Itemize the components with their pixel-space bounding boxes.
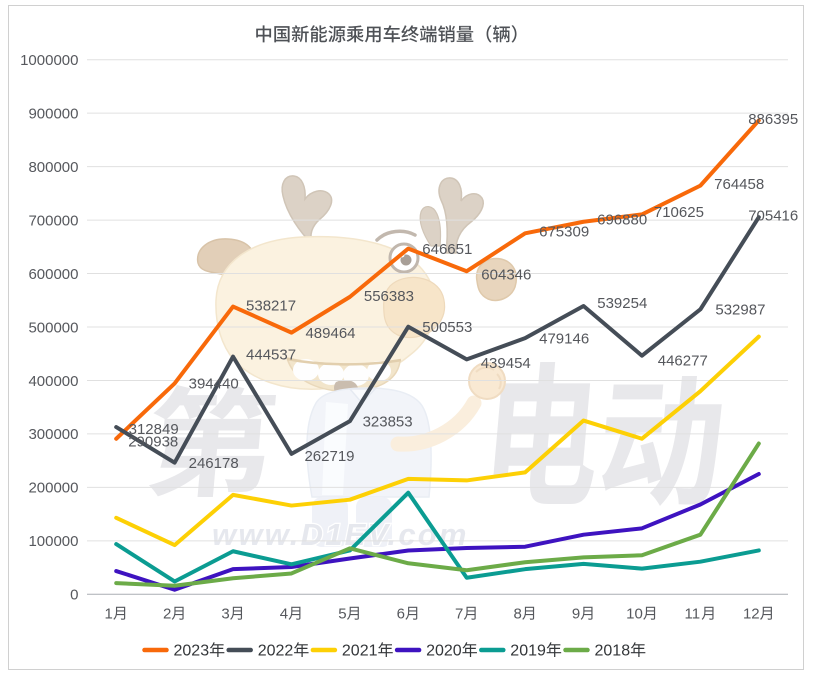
svg-text:600000: 600000 [28, 266, 78, 283]
svg-text:500000: 500000 [28, 319, 78, 336]
svg-text:705416: 705416 [748, 207, 798, 224]
svg-text:444537: 444537 [246, 346, 296, 363]
svg-text:12: 12 [743, 606, 760, 623]
svg-text:886395: 886395 [748, 111, 798, 128]
svg-text:539254: 539254 [597, 295, 647, 312]
svg-text:394440: 394440 [189, 376, 239, 393]
svg-text:646651: 646651 [422, 241, 472, 258]
svg-text:290938: 290938 [128, 434, 178, 451]
svg-text:300000: 300000 [28, 426, 78, 443]
svg-text:312849: 312849 [129, 421, 179, 438]
svg-text:2020: 2020 [426, 643, 462, 660]
svg-text:100000: 100000 [28, 533, 78, 550]
svg-text:400000: 400000 [28, 373, 78, 390]
svg-text:900000: 900000 [28, 105, 78, 122]
svg-text:446277: 446277 [658, 352, 708, 369]
svg-text:2019: 2019 [510, 643, 546, 660]
svg-text:710625: 710625 [654, 204, 704, 221]
svg-text:538217: 538217 [246, 297, 296, 314]
svg-text:2023: 2023 [174, 643, 210, 660]
svg-text:8: 8 [513, 606, 521, 623]
svg-text:200000: 200000 [28, 480, 78, 497]
svg-text:675309: 675309 [539, 224, 589, 241]
svg-text:10: 10 [626, 606, 643, 623]
svg-text:800000: 800000 [28, 159, 78, 176]
svg-text:439454: 439454 [481, 355, 531, 372]
svg-text:489464: 489464 [305, 325, 355, 342]
svg-text:696880: 696880 [597, 212, 647, 229]
svg-text:1000000: 1000000 [20, 52, 78, 69]
svg-text:2018: 2018 [595, 643, 631, 660]
svg-text:479146: 479146 [539, 330, 589, 347]
svg-text:www.D1EV.com: www.D1EV.com [212, 517, 469, 552]
svg-text:2: 2 [163, 606, 171, 623]
svg-text:0: 0 [70, 587, 78, 604]
svg-text:7: 7 [455, 606, 463, 623]
svg-text:4: 4 [280, 606, 288, 623]
svg-text:2022: 2022 [258, 643, 294, 660]
svg-text:556383: 556383 [364, 288, 414, 305]
svg-text:764458: 764458 [714, 176, 764, 193]
svg-text:604346: 604346 [481, 267, 531, 284]
svg-text:700000: 700000 [28, 212, 78, 229]
svg-text:1: 1 [105, 606, 113, 623]
svg-text:323853: 323853 [363, 413, 413, 430]
svg-text:2021: 2021 [342, 643, 378, 660]
svg-text:262719: 262719 [304, 448, 354, 465]
svg-text:11: 11 [685, 606, 701, 623]
svg-text:3: 3 [221, 606, 229, 623]
svg-text:5: 5 [338, 606, 346, 623]
svg-text:9: 9 [572, 606, 580, 623]
svg-text:532987: 532987 [715, 302, 765, 319]
svg-text:6: 6 [397, 606, 405, 623]
svg-text:246178: 246178 [189, 455, 239, 472]
svg-text:500553: 500553 [422, 319, 472, 336]
